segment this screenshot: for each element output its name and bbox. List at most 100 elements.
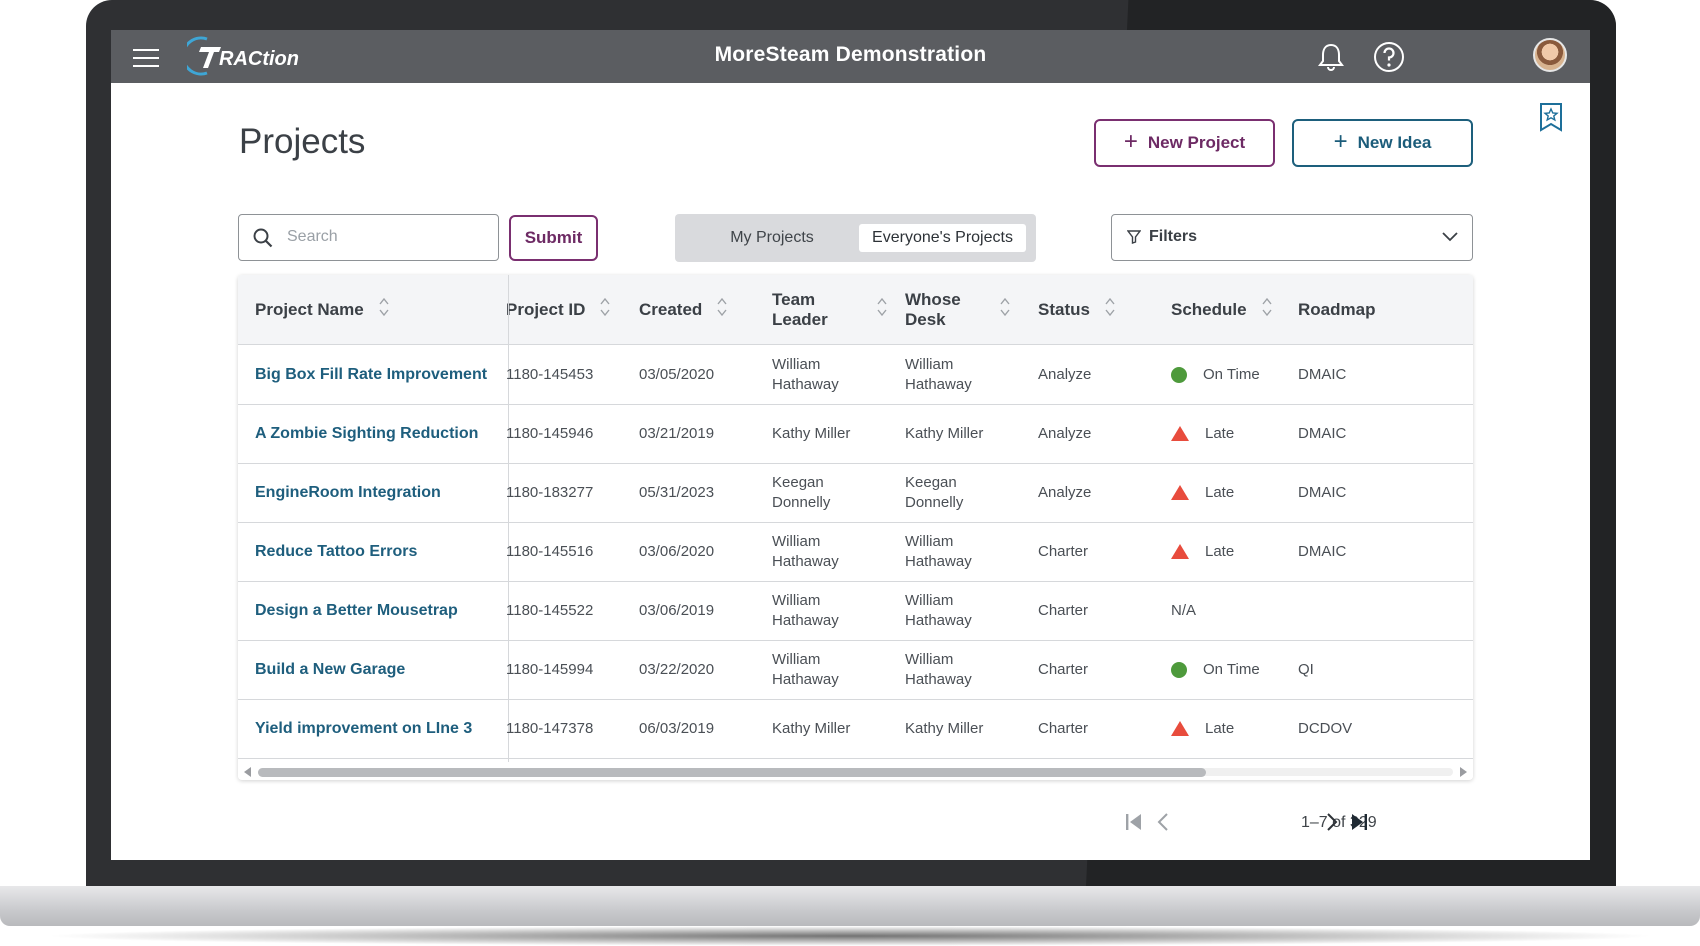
filters-dropdown[interactable]: Filters xyxy=(1111,214,1473,261)
roadmap: QI xyxy=(1298,640,1314,699)
created-date: 03/21/2019 xyxy=(639,404,714,463)
created-date-text: 03/06/2019 xyxy=(639,601,715,619)
column-header-schedule[interactable]: Schedule xyxy=(1171,275,1273,344)
sort-icon[interactable] xyxy=(876,296,888,323)
project-id: 1180-183277 xyxy=(506,463,593,522)
table-row: A Zombie Sighting Reduction 1180-145946 03… xyxy=(238,404,1473,464)
created-date: 03/06/2020 xyxy=(639,522,714,581)
new-idea-label: New Idea xyxy=(1357,133,1432,152)
schedule-text: On Time xyxy=(1203,660,1260,678)
created-date: 03/05/2020 xyxy=(639,345,714,404)
roadmap-text: QI xyxy=(1298,660,1314,678)
created-date: 06/03/2019 xyxy=(639,699,714,758)
team-leader: William Hathaway xyxy=(772,345,882,404)
project-name-link[interactable]: Design a Better Mousetrap xyxy=(255,581,458,640)
status: Charter xyxy=(1038,581,1088,640)
whose-desk-text: Kathy Miller xyxy=(905,424,984,442)
menu-icon[interactable] xyxy=(133,45,159,67)
new-idea-button[interactable]: + New Idea xyxy=(1292,119,1473,167)
roadmap: DMAIC xyxy=(1298,345,1346,404)
project-name-link-text: Design a Better Mousetrap xyxy=(255,601,458,619)
column-header-project-id[interactable]: Project ID xyxy=(506,275,611,344)
sort-icon[interactable] xyxy=(999,296,1011,323)
late-warning-icon xyxy=(1171,426,1189,441)
status: Charter xyxy=(1038,522,1088,581)
bookmark-star-icon[interactable] xyxy=(1538,102,1564,132)
new-project-button[interactable]: + New Project xyxy=(1094,119,1275,167)
sort-icon[interactable] xyxy=(599,296,611,323)
project-name-link[interactable]: Reduce Tattoo Errors xyxy=(255,522,417,581)
first-page-icon[interactable] xyxy=(1122,810,1146,834)
sort-icon[interactable] xyxy=(1104,296,1116,323)
table-row: Yield improvement on LIne 3 1180-147378 06… xyxy=(238,699,1473,759)
column-header-created[interactable]: Created xyxy=(639,275,728,344)
project-name-link[interactable]: Yield improvement on LIne 3 xyxy=(255,699,472,758)
sort-icon[interactable] xyxy=(716,296,728,323)
laptop-base xyxy=(0,886,1700,926)
everyones-projects-tab[interactable]: Everyone's Projects xyxy=(859,224,1026,252)
created-date: 03/06/2019 xyxy=(639,581,714,640)
team-leader-text: William Hathaway xyxy=(772,650,839,688)
created-date-text: 03/06/2020 xyxy=(639,542,715,560)
roadmap-text: DCDOV xyxy=(1298,719,1353,737)
search-field[interactable] xyxy=(238,214,499,261)
project-id-text: 1180-145516 xyxy=(506,542,594,560)
column-header-status[interactable]: Status xyxy=(1038,275,1116,344)
schedule: On Time xyxy=(1171,640,1260,699)
next-page-icon[interactable] xyxy=(1319,810,1343,834)
schedule-text: Late xyxy=(1205,483,1235,501)
projects-table: Project Name Project ID Created Team Leader… xyxy=(238,275,1473,780)
laptop-shadow xyxy=(40,926,1660,946)
team-leader-text: William Hathaway xyxy=(772,532,839,570)
logo-text: RACtion xyxy=(219,48,299,70)
whose-desk-text: William Hathaway xyxy=(905,355,972,393)
column-header-project-name[interactable]: Project Name xyxy=(255,275,390,344)
team-leader: William Hathaway xyxy=(772,522,882,581)
status-text: Analyze xyxy=(1038,483,1092,501)
project-name-link-text: Yield improvement on LIne 3 xyxy=(255,719,473,737)
project-name-link[interactable]: EngineRoom Integration xyxy=(255,463,441,522)
user-avatar[interactable] xyxy=(1533,38,1567,72)
project-name-link[interactable]: Build a New Garage xyxy=(255,640,405,699)
column-header-label: Created xyxy=(639,299,703,319)
schedule-text: N/A xyxy=(1171,601,1197,619)
project-name-link[interactable]: A Zombie Sighting Reduction xyxy=(255,404,478,463)
column-header-label: Whose Desk xyxy=(905,289,961,329)
table-row: Reduce Tattoo Errors 1180-145516 03/06/202… xyxy=(238,522,1473,582)
status: Analyze xyxy=(1038,345,1091,404)
scroll-left-icon[interactable] xyxy=(244,767,251,777)
status: Analyze xyxy=(1038,463,1091,522)
sort-icon[interactable] xyxy=(378,296,390,323)
bell-icon[interactable] xyxy=(1314,40,1348,74)
created-date: 05/31/2023 xyxy=(639,463,714,522)
column-header-team-leader[interactable]: Team Leader xyxy=(772,275,888,344)
whose-desk-text: William Hathaway xyxy=(905,532,972,570)
column-header-roadmap[interactable]: Roadmap xyxy=(1298,275,1375,344)
status-text: Analyze xyxy=(1038,424,1092,442)
last-page-icon[interactable] xyxy=(1347,810,1371,834)
scroll-right-icon[interactable] xyxy=(1460,767,1467,777)
schedule: N/A xyxy=(1171,581,1196,640)
project-id-text: 1180-145946 xyxy=(506,424,594,442)
my-projects-tab[interactable]: My Projects xyxy=(730,229,814,246)
horizontal-scrollbar[interactable] xyxy=(238,763,1473,779)
roadmap-text: DMAIC xyxy=(1298,542,1347,560)
team-leader: William Hathaway xyxy=(772,640,882,699)
team-leader-text: Keegan Donnelly xyxy=(772,473,831,511)
previous-page-icon[interactable] xyxy=(1152,810,1176,834)
team-leader: Kathy Miller xyxy=(772,404,882,463)
chevron-down-icon xyxy=(1442,232,1458,242)
sort-icon[interactable] xyxy=(1261,296,1273,323)
plus-icon: + xyxy=(1333,128,1348,155)
table-row: Big Box Fill Rate Improvement 1180-145453… xyxy=(238,345,1473,405)
column-header-whose-desk[interactable]: Whose Desk xyxy=(905,275,1011,344)
project-name-link[interactable]: Big Box Fill Rate Improvement xyxy=(255,345,487,404)
help-icon[interactable] xyxy=(1372,40,1406,74)
column-header-label: Project Name xyxy=(255,299,364,319)
on-time-status-icon xyxy=(1171,661,1187,678)
schedule: Late xyxy=(1171,699,1234,758)
submit-button[interactable]: Submit xyxy=(509,215,598,261)
scroll-thumb[interactable] xyxy=(258,768,1206,777)
search-input[interactable] xyxy=(285,227,489,247)
late-warning-icon xyxy=(1171,485,1189,500)
